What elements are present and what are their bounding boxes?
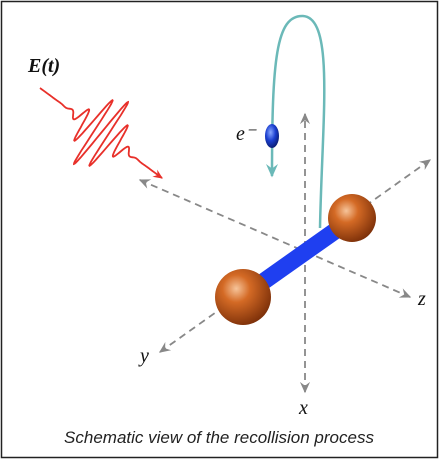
page: {"labels": {"field": "E(t)", "electron":… — [0, 0, 439, 459]
atom — [215, 269, 271, 325]
y-label: y — [138, 345, 149, 367]
diagram: E(t) e⁻ x y z Schematic view of the reco… — [0, 0, 439, 459]
z-label: z — [417, 288, 426, 310]
field-label: E(t) — [27, 55, 60, 77]
electron-label: e⁻ — [236, 123, 257, 145]
x-label: x — [298, 397, 308, 419]
atom — [328, 194, 376, 242]
caption: Schematic view of the recollision proces… — [64, 428, 374, 447]
electron — [265, 124, 279, 148]
